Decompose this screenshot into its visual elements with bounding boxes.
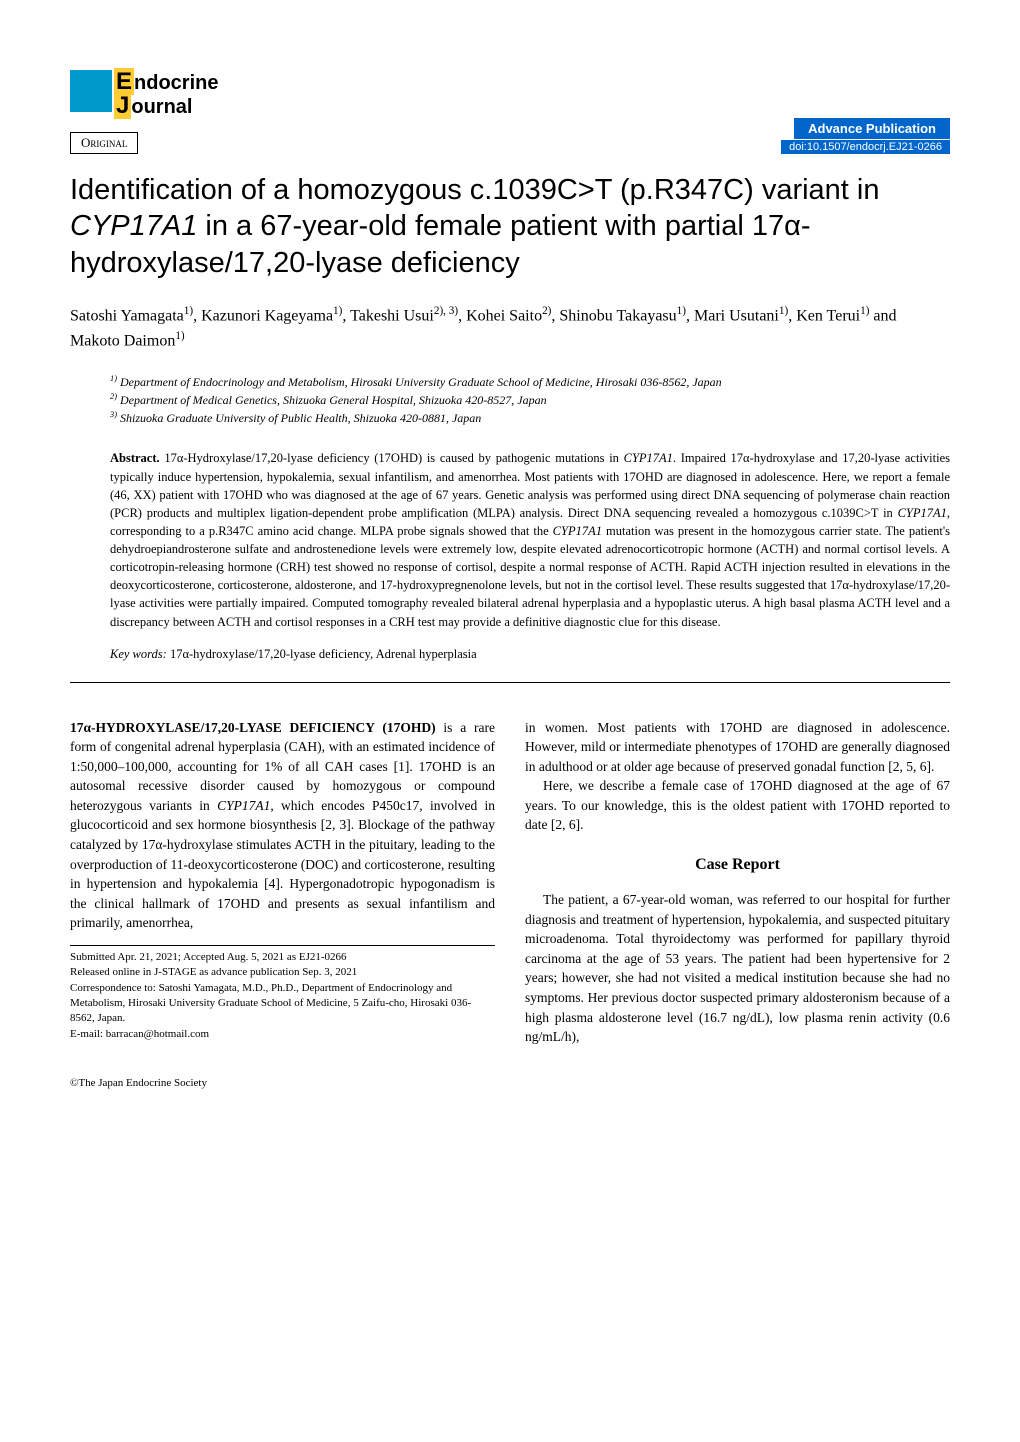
body-columns: 17α-HYDROXYLASE/17,20-LYASE DEFICIENCY (…: [70, 718, 950, 1047]
keywords: Key words: 17α-hydroxylase/17,20-lyase d…: [110, 647, 950, 662]
case-report-heading: Case Report: [525, 853, 950, 876]
article-type-badge: Original: [70, 132, 138, 154]
logo-square-icon: [70, 70, 112, 112]
page-header: Endocrine Journal Original Advance Publi…: [70, 70, 950, 154]
advance-publication-label: Advance Publication: [794, 118, 950, 139]
journal-name: Endocrine Journal: [114, 70, 218, 118]
advance-publication-box: Advance Publication doi:10.1507/endocrj.…: [781, 118, 950, 154]
journal-letter-e: E: [114, 68, 134, 95]
article-title: Identification of a homozygous c.1039C>T…: [70, 172, 950, 281]
journal-name-line1: Endocrine: [114, 70, 218, 94]
authors-list: Satoshi Yamagata1), Kazunori Kageyama1),…: [70, 303, 950, 354]
submission-divider: [70, 945, 495, 946]
logo-section: Endocrine Journal Original: [70, 70, 218, 154]
email: E-mail: barracan@hotmail.com: [70, 1027, 495, 1042]
abstract-label: Abstract.: [110, 451, 160, 465]
intro-caps: 17α-HYDROXYLASE/17,20-LYASE DEFICIENCY (…: [70, 720, 436, 735]
submission-date: Submitted Apr. 21, 2021; Accepted Aug. 5…: [70, 950, 495, 965]
affiliations: 1) Department of Endocrinology and Metab…: [110, 373, 950, 427]
keywords-text: 17α-hydroxylase/17,20-lyase deficiency, …: [167, 647, 477, 661]
journal-rest2: ournal: [131, 96, 192, 118]
affiliation-3: 3) Shizuoka Graduate University of Publi…: [110, 409, 950, 427]
copyright-footer: ©The Japan Endocrine Society: [70, 1077, 950, 1089]
journal-rest1: ndocrine: [134, 72, 218, 94]
correspondence: Correspondence to: Satoshi Yamagata, M.D…: [70, 981, 495, 1027]
affiliation-1: 1) Department of Endocrinology and Metab…: [110, 373, 950, 391]
col2-p3: The patient, a 67-year-old woman, was re…: [525, 890, 950, 1047]
intro-paragraph: 17α-HYDROXYLASE/17,20-LYASE DEFICIENCY (…: [70, 718, 495, 933]
journal-name-line2: Journal: [114, 94, 218, 118]
col2-p1: in women. Most patients with 17OHD are d…: [525, 718, 950, 777]
section-divider: [70, 682, 950, 683]
release-date: Released online in J-STAGE as advance pu…: [70, 965, 495, 980]
left-column: 17α-HYDROXYLASE/17,20-LYASE DEFICIENCY (…: [70, 718, 495, 1047]
journal-letter-j: J: [114, 92, 131, 119]
abstract: Abstract. 17α-Hydroxylase/17,20-lyase de…: [110, 449, 950, 630]
keywords-label: Key words:: [110, 647, 167, 661]
doi-label: doi:10.1507/endocrj.EJ21-0266: [781, 140, 950, 154]
col2-p2: Here, we describe a female case of 17OHD…: [525, 776, 950, 835]
journal-logo: Endocrine Journal: [70, 70, 218, 118]
affiliation-2: 2) Department of Medical Genetics, Shizu…: [110, 391, 950, 409]
submission-info: Submitted Apr. 21, 2021; Accepted Aug. 5…: [70, 950, 495, 1042]
right-column: in women. Most patients with 17OHD are d…: [525, 718, 950, 1047]
